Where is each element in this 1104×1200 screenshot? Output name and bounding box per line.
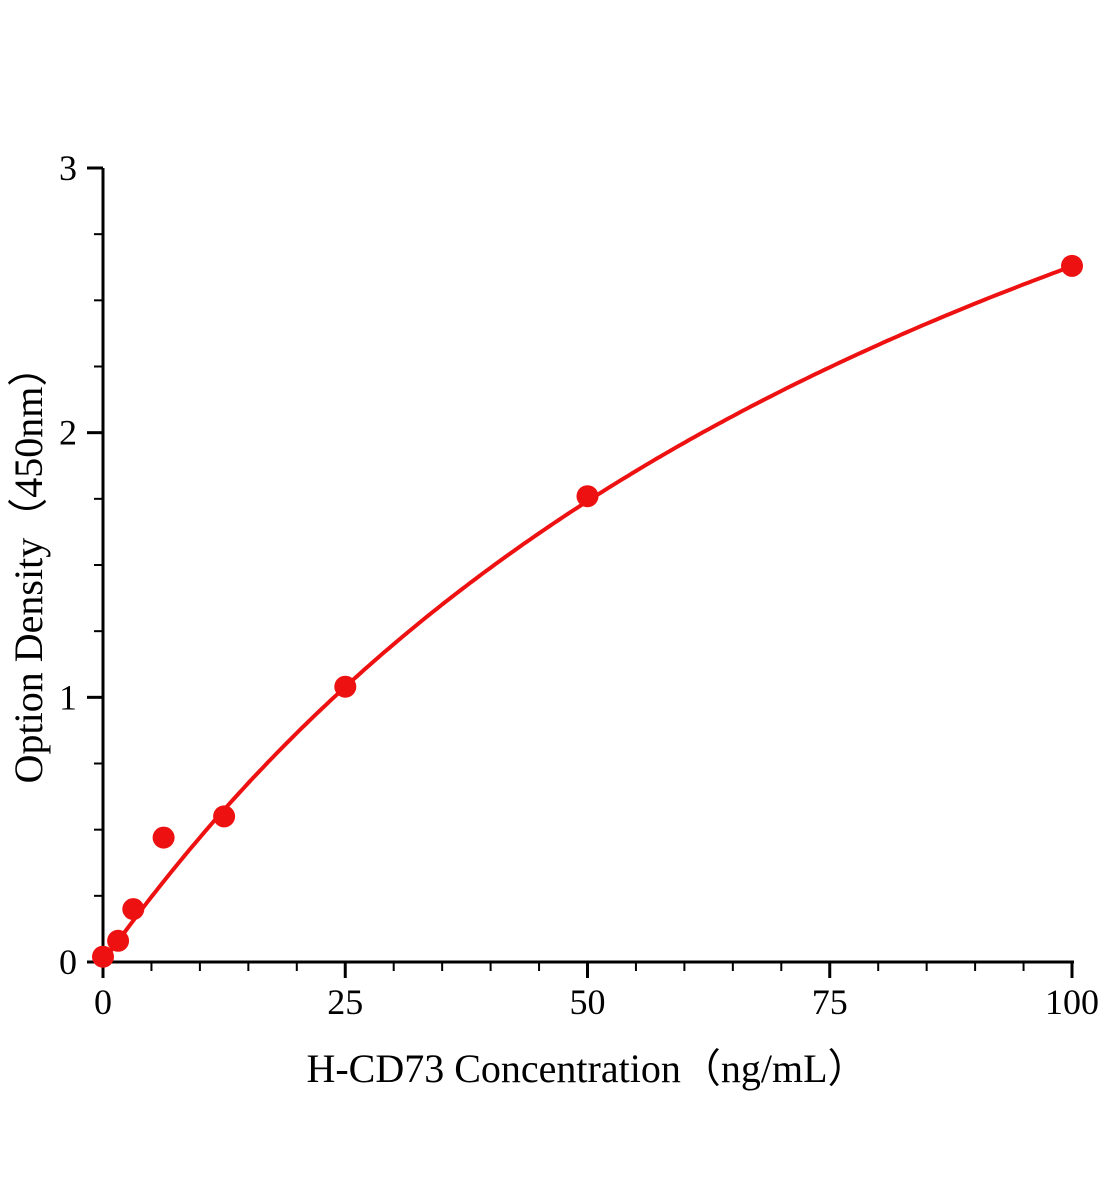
data-point: [213, 805, 236, 828]
data-point: [92, 945, 114, 968]
fit-curve: [101, 264, 1074, 964]
y-tick-label: 1: [59, 677, 77, 717]
x-tick-label: 100: [1045, 982, 1099, 1022]
x-axis-label: H-CD73 Concentration（ng/mL）: [306, 1046, 867, 1091]
x-tick-label: 25: [327, 982, 363, 1022]
data-point: [122, 898, 145, 921]
y-tick-label: 3: [59, 148, 77, 188]
data-point: [107, 929, 130, 952]
data-point: [152, 826, 175, 849]
y-axis-label: Option Density（450nm）: [6, 347, 51, 784]
x-tick-label: 50: [570, 982, 606, 1022]
x-tick-label: 0: [94, 982, 112, 1022]
data-point: [576, 485, 599, 508]
y-tick-label: 0: [59, 942, 77, 982]
y-tick-label: 2: [59, 413, 77, 453]
x-tick-label: 75: [812, 982, 848, 1022]
plot-layer: 0 25 50 75 100 0 1 2 3: [59, 148, 1099, 1022]
data-point: [334, 675, 357, 698]
data-point: [1061, 254, 1083, 277]
